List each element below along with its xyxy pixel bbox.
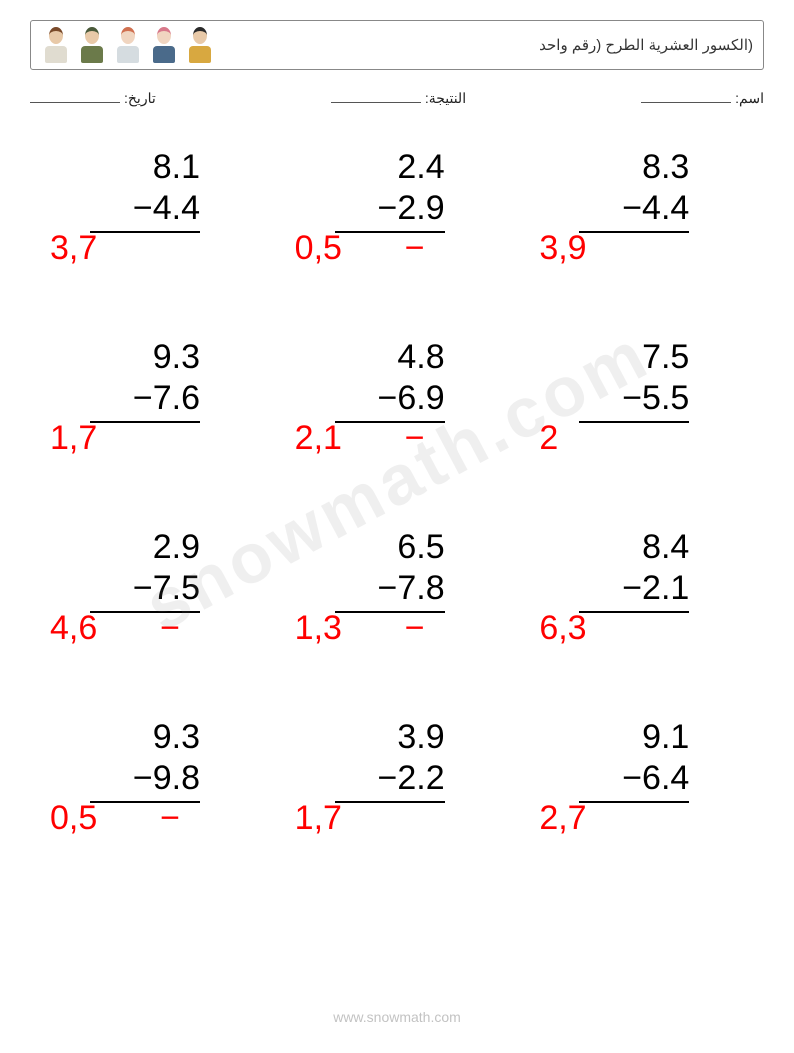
operand-1: 6.5 [295, 527, 475, 568]
operand-2: −6.4 [539, 758, 719, 799]
negative-sign: − [405, 419, 425, 458]
negative-sign: − [405, 229, 425, 268]
score-label: النتيجة: [425, 90, 466, 107]
answer-value: 3,9 [539, 229, 586, 268]
answer-row: 1,7 [50, 423, 230, 465]
operand-1: 9.3 [50, 717, 230, 758]
operand-1: 8.4 [539, 527, 719, 568]
avatar-icon [113, 27, 143, 63]
info-row: اسم: النتيجة: تاريخ: [30, 88, 764, 107]
answer-value: 0,5 [295, 229, 342, 268]
negative-sign: − [160, 609, 180, 648]
answer-value: 0,5 [50, 799, 97, 838]
answer-row: 0,5− [295, 233, 475, 275]
operand-1: 8.1 [50, 147, 230, 188]
subtraction-problem: 9.1−6.42,7 [539, 717, 719, 857]
operand-1: 8.3 [539, 147, 719, 188]
subtraction-problem: 8.1−4.43,7 [50, 147, 230, 287]
operand-2: −6.9 [295, 378, 475, 419]
answer-row: 0,5− [50, 803, 230, 845]
score-field: النتيجة: [331, 88, 466, 107]
answer-row: 1,3− [295, 613, 475, 655]
operand-1: 7.5 [539, 337, 719, 378]
answer-row: 1,7 [295, 803, 475, 845]
avatar-icon [149, 27, 179, 63]
problems-grid: 8.1−4.43,72.4−2.90,5−8.3−4.43,99.3−7.61,… [30, 137, 764, 857]
answer-row: 4,6− [50, 613, 230, 655]
name-field: اسم: [641, 88, 764, 107]
operand-2: −2.2 [295, 758, 475, 799]
subtraction-problem: 3.9−2.21,7 [295, 717, 475, 857]
date-field: تاريخ: [30, 88, 156, 107]
answer-value: 3,7 [50, 229, 97, 268]
subtraction-problem: 8.4−2.16,3 [539, 527, 719, 667]
subtraction-problem: 8.3−4.43,9 [539, 147, 719, 287]
avatar-icon [41, 27, 71, 63]
answer-row: 3,7 [50, 233, 230, 275]
date-label: تاريخ: [124, 90, 156, 107]
footer-url: www.snowmath.com [0, 1009, 794, 1025]
operand-2: −7.5 [50, 568, 230, 609]
operand-2: −4.4 [50, 188, 230, 229]
subtraction-problem: 4.8−6.92,1− [295, 337, 475, 477]
avatar-icon [77, 27, 107, 63]
operand-1: 4.8 [295, 337, 475, 378]
answer-row: 2 [539, 423, 719, 465]
operand-1: 2.4 [295, 147, 475, 188]
answer-value: 4,6 [50, 609, 97, 648]
answer-value: 2,7 [539, 799, 586, 838]
operand-1: 2.9 [50, 527, 230, 568]
date-underline [30, 88, 120, 103]
negative-sign: − [160, 799, 180, 838]
subtraction-problem: 9.3−7.61,7 [50, 337, 230, 477]
answer-value: 6,3 [539, 609, 586, 648]
operand-2: −5.5 [539, 378, 719, 419]
answer-value: 1,7 [295, 799, 342, 838]
answer-value: 1,3 [295, 609, 342, 648]
name-label: اسم: [735, 90, 764, 107]
operand-1: 9.3 [50, 337, 230, 378]
answer-value: 2 [539, 419, 558, 458]
avatar-row [41, 27, 215, 63]
score-underline [331, 88, 421, 103]
subtraction-problem: 9.3−9.80,5− [50, 717, 230, 857]
answer-row: 3,9 [539, 233, 719, 275]
subtraction-problem: 6.5−7.81,3− [295, 527, 475, 667]
subtraction-problem: 7.5−5.52 [539, 337, 719, 477]
operand-2: −2.1 [539, 568, 719, 609]
answer-value: 1,7 [50, 419, 97, 458]
operand-2: −7.8 [295, 568, 475, 609]
avatar-icon [185, 27, 215, 63]
worksheet-title: (الكسور العشرية الطرح (رقم واحد [539, 36, 753, 54]
answer-value: 2,1 [295, 419, 342, 458]
negative-sign: − [405, 609, 425, 648]
operand-1: 3.9 [295, 717, 475, 758]
answer-row: 6,3 [539, 613, 719, 655]
header-box: (الكسور العشرية الطرح (رقم واحد [30, 20, 764, 70]
subtraction-problem: 2.9−7.54,6− [50, 527, 230, 667]
operand-2: −4.4 [539, 188, 719, 229]
name-underline [641, 88, 731, 103]
answer-row: 2,1− [295, 423, 475, 465]
operand-2: −2.9 [295, 188, 475, 229]
operand-2: −9.8 [50, 758, 230, 799]
answer-row: 2,7 [539, 803, 719, 845]
operand-2: −7.6 [50, 378, 230, 419]
operand-1: 9.1 [539, 717, 719, 758]
subtraction-problem: 2.4−2.90,5− [295, 147, 475, 287]
